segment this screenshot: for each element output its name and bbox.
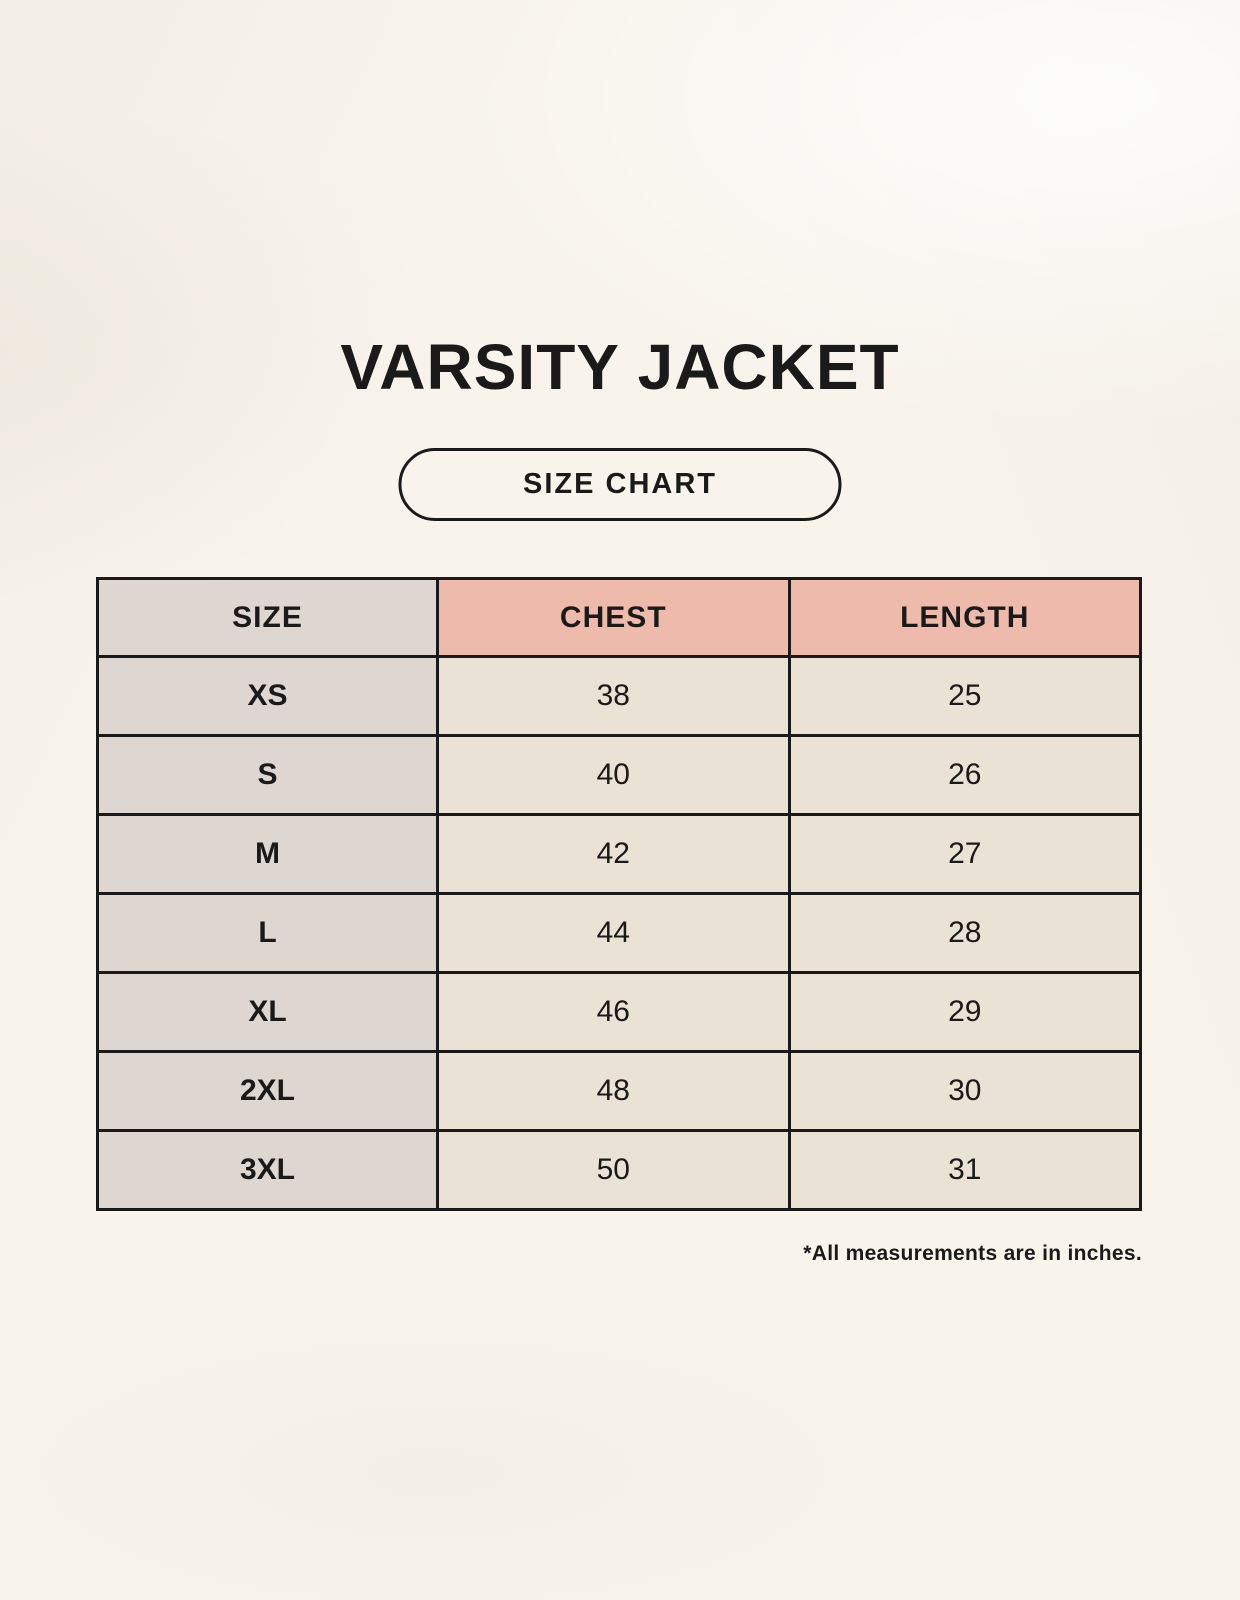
length-cell: 29 [787,971,1142,1053]
column-header-length: LENGTH [787,577,1142,658]
table-row: M 42 27 [96,813,1142,895]
table-row: 3XL 50 31 [96,1129,1142,1211]
size-cell: 3XL [96,1129,439,1211]
table-row: XL 46 29 [96,971,1142,1053]
size-chart-button[interactable]: SIZE CHART [398,448,842,521]
size-cell: XL [96,971,439,1053]
length-cell: 28 [787,892,1142,974]
size-cell: 2XL [96,1050,439,1132]
measurements-footnote: *All measurements are in inches. [803,1242,1142,1265]
chest-cell: 40 [436,734,791,816]
column-header-chest: CHEST [436,577,791,658]
chest-cell: 48 [436,1050,791,1132]
length-cell: 30 [787,1050,1142,1132]
size-cell: M [96,813,439,895]
chest-cell: 44 [436,892,791,974]
length-cell: 31 [787,1129,1142,1211]
size-cell: L [96,892,439,974]
length-cell: 27 [787,813,1142,895]
table-header-row: SIZE CHEST LENGTH [96,577,1142,658]
length-cell: 26 [787,734,1142,816]
table-row: L 44 28 [96,892,1142,974]
size-cell: S [96,734,439,816]
table-header: SIZE CHEST LENGTH [96,577,1142,658]
chest-cell: 46 [436,971,791,1053]
size-chart-button-label: SIZE CHART [523,468,717,500]
chest-cell: 50 [436,1129,791,1211]
table-row: 2XL 48 30 [96,1050,1142,1132]
chest-cell: 38 [436,655,791,737]
size-cell: XS [96,655,439,737]
size-chart-table: SIZE CHEST LENGTH XS 38 25 S 40 26 M 42 27 L 44 28 XL 4… [96,577,1142,1211]
column-header-size: SIZE [96,577,439,658]
length-cell: 25 [787,655,1142,737]
page-title: VARSITY JACKET [340,331,900,403]
table-row: XS 38 25 [96,655,1142,737]
table-body: XS 38 25 S 40 26 M 42 27 L 44 28 XL 46 29 2XL 48 30 3XL 50 3… [96,655,1142,1211]
chest-cell: 42 [436,813,791,895]
table-row: S 40 26 [96,734,1142,816]
